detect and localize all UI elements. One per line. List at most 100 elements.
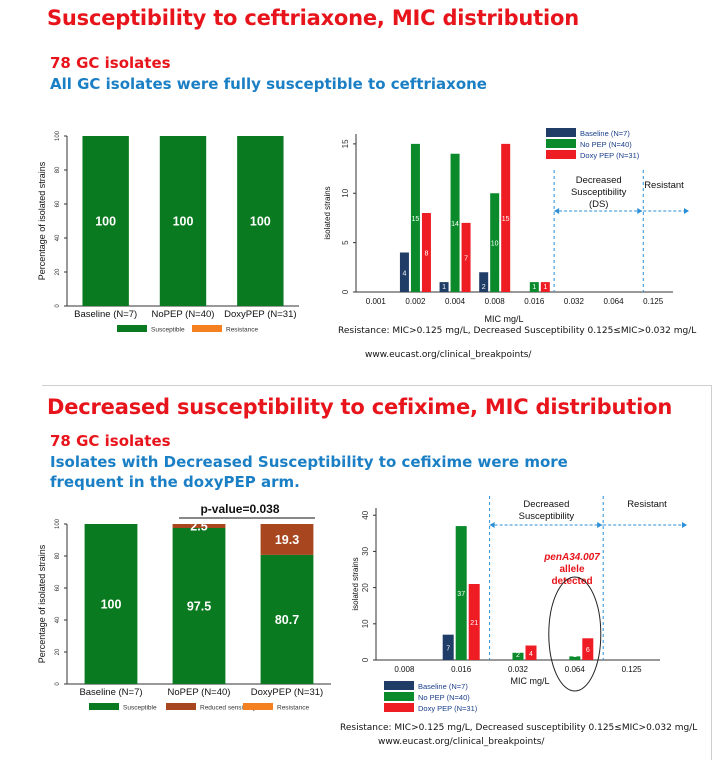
- bar: [421, 213, 431, 292]
- legend-label: Baseline (N=7): [418, 682, 468, 691]
- bar: [468, 584, 480, 660]
- slide2-subtitle-line1: Isolates with Decreased Susceptibility t…: [50, 453, 568, 471]
- bar: [569, 656, 581, 660]
- bar: [159, 136, 207, 306]
- bar: [525, 645, 537, 660]
- data-label: 19.3: [275, 533, 299, 547]
- x-tick-label: 0.032: [564, 297, 585, 306]
- bar: [490, 193, 500, 292]
- data-label: 2: [482, 284, 486, 291]
- zone-label-ds: Susceptibility: [571, 187, 627, 198]
- x-tick-label: 0.004: [445, 297, 466, 306]
- x-tick-label: Baseline (N=7): [79, 687, 142, 698]
- x-axis-label: MIC mg/L: [484, 314, 523, 324]
- legend-swatch: [384, 681, 414, 690]
- slide1-title: Susceptibility to ceftriaxone, MIC distr…: [47, 6, 579, 30]
- data-label: 4: [529, 651, 533, 658]
- data-label: 2.5: [190, 520, 207, 534]
- legend-label: Doxy PEP (N=31): [580, 151, 640, 160]
- bar: [512, 652, 524, 660]
- y-tick-label: 40: [55, 234, 61, 241]
- legend-swatch: [166, 703, 196, 710]
- highlight-ellipse: [548, 576, 602, 692]
- legend-swatch: [384, 703, 414, 712]
- x-tick-label: NoPEP (N=40): [168, 687, 231, 698]
- data-label: 1: [532, 284, 536, 291]
- y-axis-label: isolated strains: [351, 557, 360, 610]
- data-label: 15: [412, 216, 420, 223]
- bar: [461, 222, 471, 292]
- p-value-annotation: p-value=0.038: [200, 502, 279, 516]
- data-label: 1: [543, 284, 547, 291]
- bar: [501, 143, 511, 292]
- x-tick-label: 0.125: [622, 665, 643, 674]
- legend-swatch: [546, 128, 576, 137]
- x-tick-label: 0.064: [565, 665, 586, 674]
- legend-label: Baseline (N=7): [580, 129, 630, 138]
- slide2-footer-resistance: Resistance: MIC>0.125 mg/L, Decreased su…: [340, 723, 698, 733]
- bar: [399, 252, 409, 292]
- bar: [410, 143, 420, 292]
- y-tick-label: 100: [55, 518, 61, 529]
- slide2-subtitle-line2: frequent in the doxyPEP arm.: [50, 473, 300, 491]
- y-tick-label: 30: [361, 546, 370, 555]
- legend-label: No PEP (N=40): [580, 140, 632, 149]
- allele-annotation: allele: [559, 564, 584, 575]
- x-axis-label: MIC mg/L: [510, 676, 549, 686]
- data-label: 21: [470, 620, 478, 627]
- ds-arrow-left: [489, 522, 495, 528]
- x-tick-label: 0.016: [524, 297, 545, 306]
- data-label: 7: [446, 645, 450, 652]
- bar: [260, 554, 314, 684]
- data-label: 6: [586, 647, 590, 654]
- y-tick-label: 100: [55, 130, 61, 141]
- slide1-subtitle: All GC isolates were fully susceptible t…: [50, 75, 487, 93]
- bar: [237, 136, 284, 306]
- resistant-arrow-right: [684, 208, 689, 214]
- ds-arrow-right: [637, 208, 643, 214]
- slide-divider: [42, 385, 712, 386]
- zone-label-resistant: Resistant: [627, 499, 667, 510]
- y-tick-label: 80: [55, 166, 61, 173]
- bar: [455, 526, 467, 660]
- legend-label: Resistance: [277, 705, 310, 712]
- legend-label: Reduced sensitivity: [200, 705, 257, 712]
- x-tick-label: DoxyPEP (N=31): [251, 687, 323, 698]
- y-tick-label: 40: [361, 510, 370, 519]
- y-tick-label: 0: [55, 682, 61, 686]
- slide2-footer-url: www.eucast.org/clinical_breakpoints/: [378, 737, 545, 747]
- legend-swatch: [192, 325, 222, 332]
- legend-swatch: [546, 150, 576, 159]
- legend-label: Doxy PEP (N=31): [418, 704, 478, 713]
- plot-background: [318, 120, 703, 342]
- bar: [84, 524, 138, 684]
- y-tick-label: 60: [55, 584, 61, 591]
- x-tick-label: DoxyPEP (N=31): [224, 309, 296, 320]
- allele-annotation: detected: [551, 576, 592, 587]
- slide2-title: Decreased susceptibility to cefixime, MI…: [47, 395, 673, 419]
- cefixime-stacked-panel: 0 20 40 60 80 100 Percentage of isolated strai…: [37, 496, 337, 718]
- data-label: 80.7: [275, 613, 299, 627]
- x-tick-label: 0.032: [508, 665, 529, 674]
- y-tick-label: 80: [55, 552, 61, 559]
- x-tick-label: NoPEP (N=40): [152, 309, 215, 320]
- y-tick-label: 10: [341, 188, 350, 197]
- legend-swatch: [243, 703, 273, 710]
- allele-annotation: penA34.007: [543, 552, 600, 563]
- slide2-isolates: 78 GC isolates: [50, 432, 171, 450]
- legend-label: Resistance: [226, 327, 259, 334]
- legend-swatch: [384, 692, 414, 701]
- ceftriaxone-mic-chart: 0 5 10 15 isolated strains 0.001 4 15 8 0.002 1 14 7…: [318, 120, 703, 342]
- bar: [582, 638, 594, 660]
- data-label: 2: [516, 652, 520, 659]
- y-axis-label: Percentage of isolated strains: [37, 544, 47, 663]
- x-tick-label: 0.008: [485, 297, 506, 306]
- cefixime-stacked-chart: 0 20 40 60 80 100 Percentage of isolated strai…: [37, 496, 337, 718]
- slide1-footer-resistance: Resistance: MIC>0.125 mg/L, Decreased Su…: [338, 326, 697, 336]
- data-label: 14: [451, 221, 459, 228]
- ceftriaxone-stacked-chart: 0 20 40 60 80 100 Percentage of isolated strai…: [37, 122, 305, 338]
- data-label: 100: [101, 598, 122, 612]
- y-tick-label: 0: [361, 657, 370, 662]
- cefixime-mic-panel: 0 10 20 30 40 isolated strains 0.008 7 37 21 0.016…: [350, 492, 690, 720]
- bar: [479, 272, 489, 292]
